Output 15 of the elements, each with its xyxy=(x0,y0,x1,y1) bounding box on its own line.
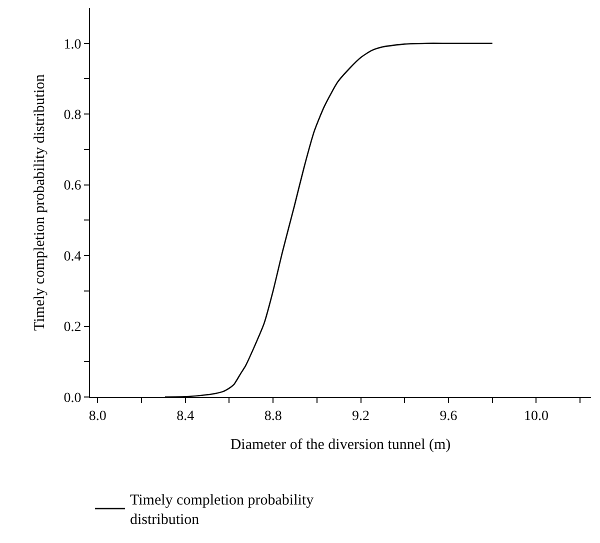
x-tick-label: 10.0 xyxy=(524,408,548,424)
x-tick-label: 8.0 xyxy=(88,408,106,424)
y-tick-label: 0.2 xyxy=(64,320,82,336)
y-tick-label: 1.0 xyxy=(64,37,82,52)
x-tick-label: 9.6 xyxy=(440,408,458,424)
x-axis-title: Diameter of the diversion tunnel (m) xyxy=(230,436,451,453)
y-tick-label: 0.4 xyxy=(64,249,82,264)
legend-label: Timely completion probability distribution xyxy=(130,492,314,528)
y-tick-label: 0.8 xyxy=(64,108,82,123)
y-axis-title: Timely completion probability distribution xyxy=(32,74,48,331)
x-tick-label: 9.2 xyxy=(352,408,370,424)
y-tick-label: 0.6 xyxy=(64,178,82,194)
y-tick-label: 0.0 xyxy=(64,390,82,406)
x-tick-label: 8.4 xyxy=(176,408,194,424)
x-tick-label: 8.8 xyxy=(264,408,282,424)
